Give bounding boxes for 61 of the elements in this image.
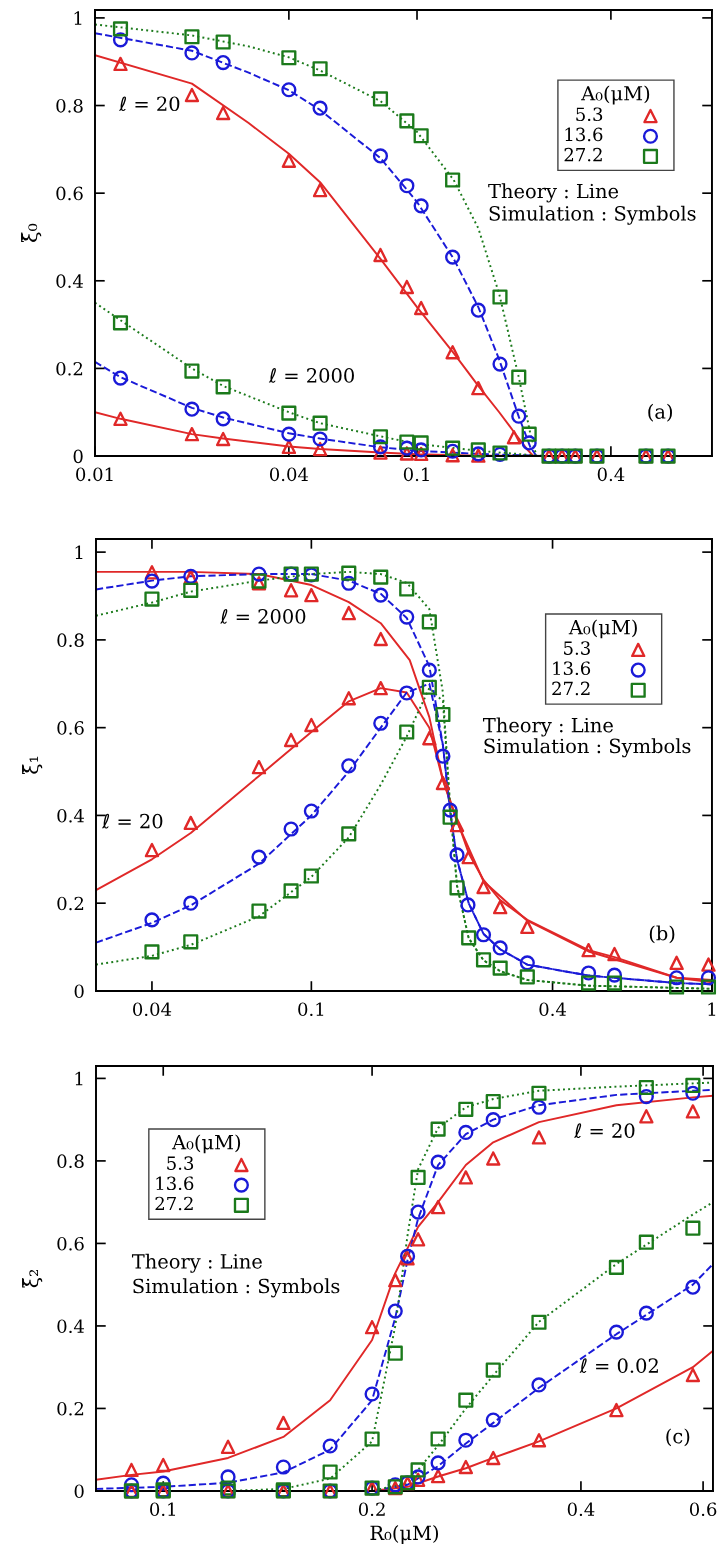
legend-label: 5.3 [167, 1156, 194, 1170]
annotation: (c) [666, 1428, 690, 1447]
legend-label: 27.2 [552, 681, 590, 696]
legend-label: 13.6 [553, 661, 591, 676]
x-tick-label: 1 [708, 1002, 716, 1016]
legend-label: 13.6 [565, 127, 603, 142]
annotation: ℓ = 2000 [268, 368, 354, 383]
y-tick-label: 1 [75, 545, 83, 559]
annotation: (a) [648, 403, 672, 422]
y-tick-label: 0.6 [56, 186, 83, 201]
x-tick-label: 0.4 [567, 1502, 595, 1517]
x-tick-label: 0.6 [689, 1502, 717, 1517]
y-axis-title: ξ̄₁ [22, 756, 43, 775]
legend-title: A₀(μM) [171, 1134, 241, 1154]
y-tick-label: 0.8 [56, 98, 83, 113]
y-tick-label: 0 [73, 449, 83, 464]
x-tick-label: 0.1 [298, 1002, 324, 1017]
legend-label: 13.6 [156, 1176, 194, 1191]
y-tick-label: 0.4 [57, 1319, 84, 1334]
annotation: Simulation : Symbols [489, 205, 696, 225]
x-tick-label: 0.2 [358, 1502, 385, 1517]
legend-title: A₀(μM) [568, 619, 637, 639]
y-tick-label: 0.2 [57, 896, 84, 911]
y-axis-title: ξ̄₀ [21, 223, 42, 243]
annotation: ℓ = 0.02 [579, 1358, 658, 1373]
x-axis-title: R₀(μM) [370, 1525, 439, 1544]
annotation: Theory : Line [131, 1253, 262, 1273]
legend-title: A₀(μM) [581, 85, 650, 105]
y-tick-label: 0.4 [57, 808, 84, 823]
x-tick-label: 0.4 [539, 1002, 566, 1017]
y-axis-title: ξ̄₂ [22, 1269, 43, 1288]
annotation: ℓ = 20 [118, 96, 180, 112]
y-tick-label: 0.2 [56, 361, 83, 376]
legend-label: 5.3 [564, 641, 590, 655]
annotation: ℓ = 2000 [220, 608, 306, 624]
y-tick-label: 0.6 [57, 1236, 84, 1251]
annotation: Theory : Line [483, 717, 613, 737]
legend-label: 27.2 [564, 147, 602, 162]
y-tick-label: 0.2 [57, 1401, 84, 1416]
annotation: (b) [649, 925, 675, 944]
y-tick-label: 0.4 [56, 274, 83, 288]
x-tick-label: 0.4 [597, 467, 625, 482]
annotation: ℓ = 20 [574, 1123, 635, 1138]
y-tick-label: 0 [74, 984, 84, 999]
legend-label: 5.3 [576, 107, 603, 122]
annotation: Simulation : Symbols [484, 738, 691, 758]
y-tick-label: 0.8 [57, 1154, 84, 1169]
x-tick-label: 0.1 [403, 467, 429, 482]
y-tick-label: 0.6 [57, 721, 84, 735]
annotation: Simulation : Symbols [133, 1278, 340, 1298]
x-tick-label: 0.1 [150, 1502, 176, 1517]
legend-label: 27.2 [155, 1196, 193, 1211]
x-tick-label: 0.04 [133, 1002, 172, 1017]
y-tick-label: 0.8 [57, 633, 84, 647]
x-tick-label: 0.01 [76, 467, 113, 482]
annotation: ℓ = 20 [101, 813, 163, 829]
annotation: Theory : Line [488, 183, 619, 203]
y-tick-label: 0 [74, 1484, 84, 1499]
x-tick-label: 0.04 [269, 467, 309, 482]
y-tick-label: 1 [75, 1071, 83, 1086]
y-tick-label: 1 [74, 11, 82, 25]
